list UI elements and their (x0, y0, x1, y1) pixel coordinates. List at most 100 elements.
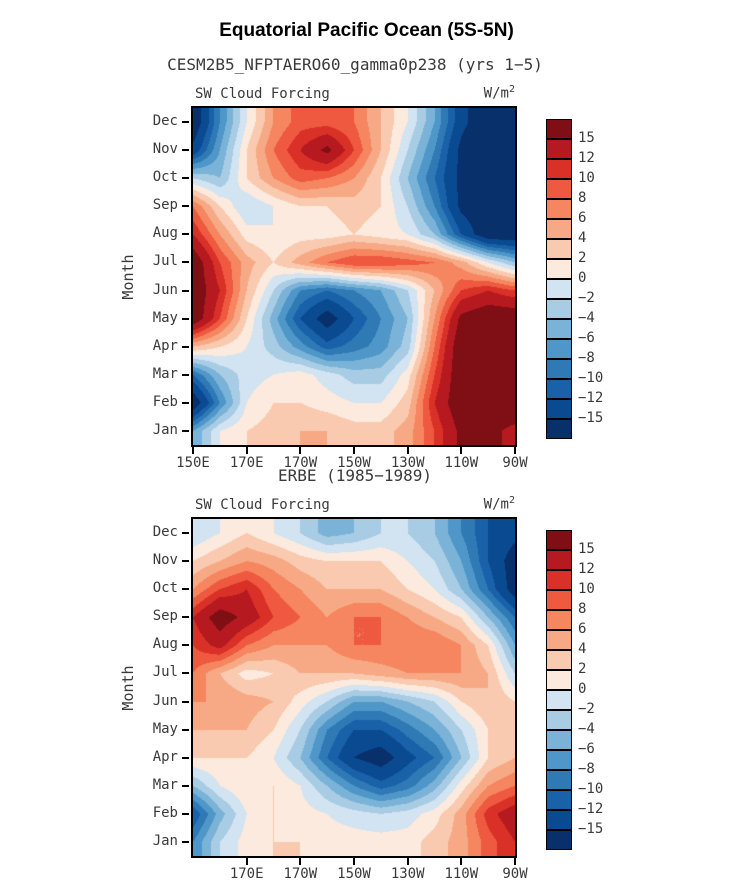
colorbar-tick-label: 0 (578, 270, 587, 286)
colorbar-box (546, 299, 572, 319)
x-tick-label: 90W (502, 455, 528, 471)
colorbar-box (546, 690, 572, 710)
colorbar-box (546, 650, 572, 670)
y-tick-label: Jul (152, 253, 178, 270)
y-tick-label: Jul (152, 664, 178, 681)
colorbar-tick-label: 12 (578, 150, 595, 166)
units-exponent: 2 (508, 84, 515, 95)
colorbar: 15 12 10 8 6 4 2 0 −2 −4 −6 −8 −10 −12 −15 (546, 119, 603, 439)
x-tick-label: 170E (229, 455, 264, 471)
x-tick (406, 447, 409, 454)
x-tick (460, 858, 463, 865)
colorbar-tick-label: 15 (578, 541, 595, 557)
colorbar-box (546, 630, 572, 650)
colorbar-tick-label: 10 (578, 581, 595, 597)
y-tick (182, 560, 189, 563)
colorbar-box (546, 750, 572, 770)
colorbar-tick-label: −10 (578, 781, 604, 797)
x-tick (406, 858, 409, 865)
y-tick-label: Sep (152, 197, 178, 214)
y-tick-label: Jan (152, 421, 178, 438)
colorbar-box (546, 399, 572, 419)
y-tick-label: Aug (152, 225, 178, 242)
x-tick (353, 858, 355, 865)
colorbar-tick-label: −12 (578, 801, 604, 817)
colorbar-tick-label: 10 (578, 170, 595, 186)
colorbar-tick-label: −2 (578, 290, 595, 306)
y-tick (182, 644, 189, 647)
x-tick (460, 447, 463, 454)
colorbar-box (546, 770, 572, 790)
y-tick (182, 345, 189, 348)
units-text: W/m (483, 496, 509, 513)
x-tick-label: 150E (176, 455, 210, 471)
x-tick (353, 447, 355, 454)
x-tick-label: 150W (337, 866, 371, 882)
x-tick (514, 858, 516, 865)
y-tick (182, 840, 189, 843)
y-tick-label: Apr (152, 337, 178, 354)
x-tick-label: 170E (229, 866, 264, 882)
x-tick-label: 130W (390, 455, 425, 471)
units-text: W/m (483, 85, 509, 102)
x-tick-label: 90W (502, 866, 528, 882)
y-tick (182, 756, 189, 759)
colorbar-box (546, 590, 572, 610)
x-tick-label: 170W (283, 866, 318, 882)
y-tick (182, 728, 189, 731)
y-tick (182, 373, 189, 376)
colorbar-tick-label: 8 (578, 190, 587, 206)
y-tick-label: Feb (152, 804, 178, 821)
colorbar-tick-label: −6 (578, 330, 595, 346)
y-tick (182, 429, 189, 432)
x-tick (299, 447, 302, 454)
y-tick (182, 401, 189, 404)
y-tick-label: May (152, 720, 178, 737)
colorbar-tick-label: 2 (578, 661, 587, 677)
x-tick (245, 447, 248, 454)
y-tick (182, 532, 189, 535)
y-tick (182, 700, 189, 703)
y-tick-label: May (152, 309, 178, 326)
colorbar-box (546, 339, 572, 359)
y-tick-label: Nov (152, 552, 178, 569)
panel-subtitle: CESM2B5_NFPTAERO60_gamma0p238 (yrs 1−5) (167, 55, 543, 74)
y-tick (182, 672, 189, 675)
units-label: W/m2 (193, 495, 515, 513)
x-tick-label: 130W (390, 866, 425, 882)
y-tick (182, 588, 189, 591)
y-tick (182, 177, 189, 180)
colorbar-box (546, 219, 572, 239)
variable-label: SW Cloud Forcing (195, 86, 330, 102)
panel-erbe: ERBE (1985−1989) SW Cloud Forcing W/m2 M… (0, 411, 733, 883)
plot-area (191, 106, 517, 447)
colorbar-tick-label: 12 (578, 561, 595, 577)
y-tick-label: Feb (152, 393, 178, 410)
colorbar-box (546, 259, 572, 279)
y-tick (182, 784, 189, 787)
y-tick (182, 261, 189, 264)
y-tick-label: Jan (152, 832, 178, 849)
y-tick-label: Oct (152, 169, 178, 186)
colorbar-box (546, 319, 572, 339)
heatmap-canvas (193, 519, 515, 856)
units-label: W/m2 (193, 84, 515, 102)
colorbar-box (546, 810, 572, 830)
x-tick (245, 858, 248, 865)
colorbar-tick-label: −8 (578, 350, 595, 366)
y-tick (182, 205, 189, 208)
colorbar-tick-label: 6 (578, 210, 587, 226)
y-tick (182, 616, 189, 619)
colorbar-box (546, 830, 572, 850)
colorbar-tick-label: −4 (578, 310, 595, 326)
colorbar-tick-label: −2 (578, 701, 595, 717)
colorbar-tick-label: 4 (578, 641, 587, 657)
y-tick (182, 812, 189, 815)
x-tick-label: 170W (283, 455, 318, 471)
colorbar-box (546, 119, 572, 139)
y-tick-label: Mar (152, 365, 178, 382)
y-tick-label: Dec (152, 113, 178, 130)
plot-area (191, 517, 517, 858)
y-tick (182, 121, 189, 124)
colorbar-box (546, 710, 572, 730)
